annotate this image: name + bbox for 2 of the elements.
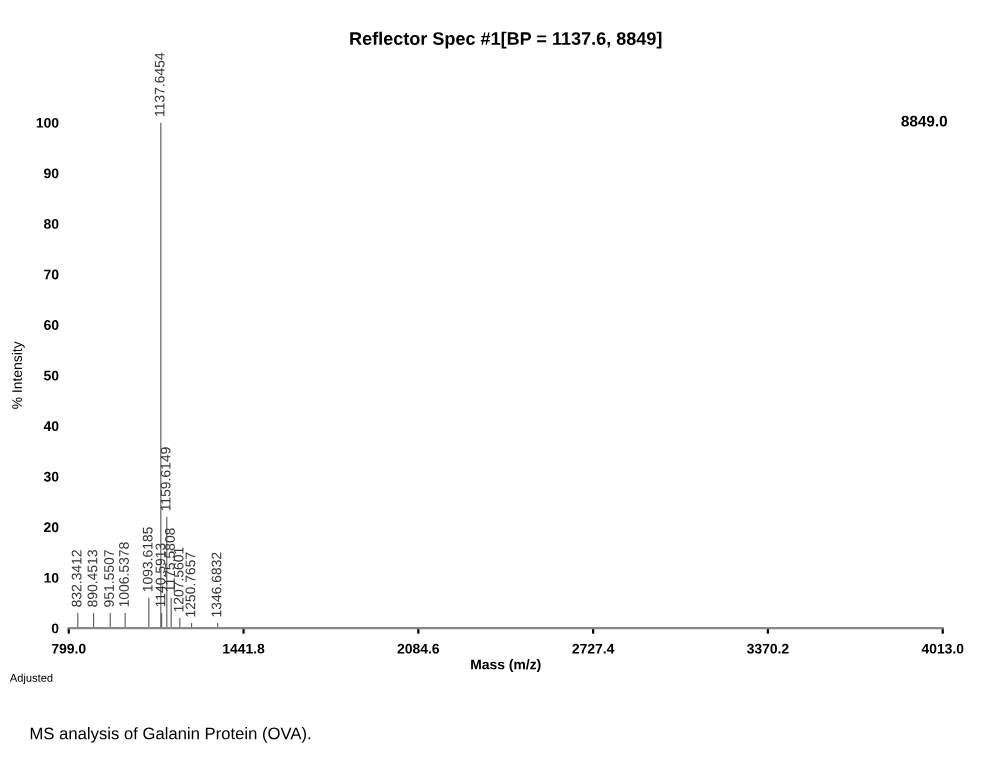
text: MS analysis of Galanin Protein (OVA). <box>30 727 311 743</box>
chart-title: Reflector Spec #1[BP = 1137.6, 8849] <box>350 31 662 49</box>
